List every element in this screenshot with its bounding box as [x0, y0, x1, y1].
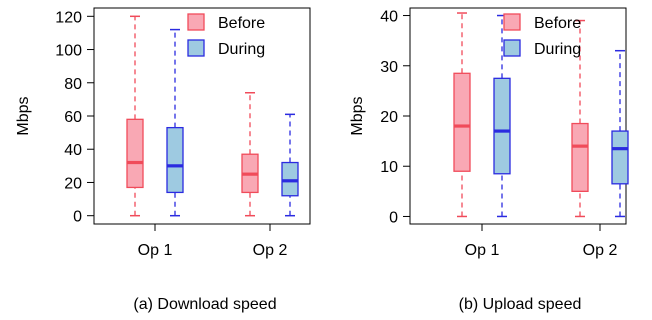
y-tick-label: 10	[380, 159, 398, 176]
legend-swatch	[187, 39, 205, 57]
y-tick-label: 0	[73, 209, 82, 226]
y-tick-label: 30	[380, 59, 398, 76]
chart-2: 0 10 20 30 40 Mbps Op 1 Op 2 Before During (b) Upl…	[349, 7, 629, 313]
y-tick-label: 40	[64, 142, 82, 159]
y-axis-label: Mbps	[15, 96, 32, 135]
legend: Before During	[503, 13, 581, 58]
y-tick-label: 20	[380, 109, 398, 126]
chart-1: 0 20 40 60 80 100 120 Mbps Op 1 Op 2 Before During (…	[15, 7, 311, 313]
iqr-box	[611, 130, 629, 185]
iqr-box	[571, 122, 589, 192]
legend: Before During	[187, 13, 265, 58]
box-during-op-2	[611, 49, 629, 218]
legend-label: During	[534, 41, 581, 58]
y-tick-label: 60	[64, 109, 82, 126]
y-tick-label: 20	[64, 175, 82, 192]
x-tick-label: Op 2	[583, 242, 618, 259]
y-axis-label: Mbps	[349, 96, 366, 135]
box-before-op-1	[126, 15, 144, 217]
y-tick-label: 0	[389, 209, 398, 226]
box-during-op-1	[493, 14, 511, 218]
chart-caption: (a) Download speed	[133, 296, 276, 313]
legend-swatch	[503, 39, 521, 57]
legend-label: During	[218, 41, 265, 58]
box-before-op-2	[571, 19, 589, 218]
box-before-op-2	[241, 91, 259, 217]
y-tick-label: 40	[380, 9, 398, 26]
legend-swatch	[503, 13, 521, 31]
x-tick-label: Op 2	[253, 242, 288, 259]
legend-label: Before	[218, 15, 265, 32]
y-tick-label: 100	[55, 43, 82, 60]
iqr-box	[166, 126, 184, 194]
y-tick-label: 120	[55, 9, 82, 26]
box-during-op-1	[166, 28, 184, 217]
box-before-op-1	[453, 12, 471, 218]
iqr-box	[453, 72, 471, 172]
legend-swatch	[187, 13, 205, 31]
y-tick-label: 80	[64, 76, 82, 93]
x-tick-label: Op 1	[138, 242, 173, 259]
iqr-box	[493, 77, 511, 175]
legend-label: Before	[534, 15, 581, 32]
box-during-op-2	[281, 113, 299, 217]
x-tick-label: Op 1	[465, 242, 500, 259]
iqr-box	[126, 118, 144, 189]
iqr-box	[281, 161, 299, 197]
chart-caption: (b) Upload speed	[459, 296, 582, 313]
